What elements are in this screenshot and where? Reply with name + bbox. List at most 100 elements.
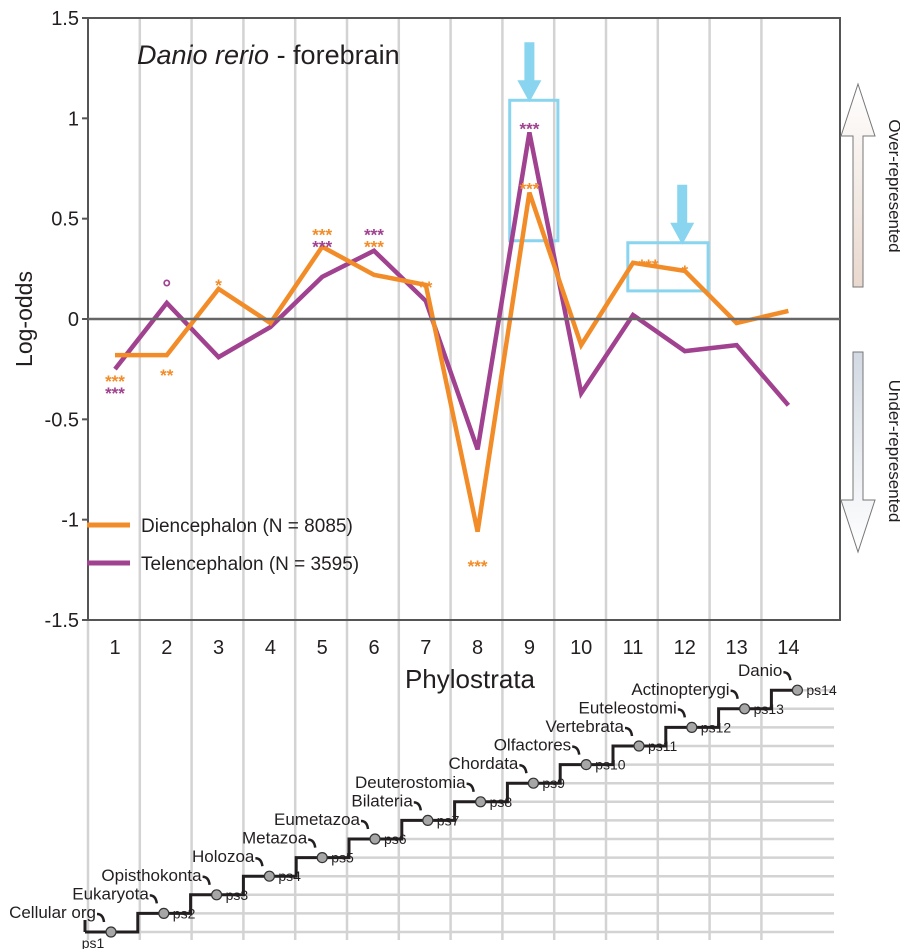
tree-bracket (308, 838, 317, 848)
clade-label: Cellular org (9, 903, 96, 922)
tree-node (791, 684, 804, 696)
y-tick-label: 1.5 (51, 8, 79, 30)
tree-branch (163, 893, 217, 915)
phylostratum-label: ps11 (648, 738, 678, 754)
phylostratum-label: ps3 (226, 887, 249, 903)
tree-bracket (624, 726, 634, 737)
clade-label: Vertebrata (546, 717, 625, 736)
legend: Diencephalon (N = 8085) Telencephalon (N… (87, 516, 359, 575)
tree-node (158, 907, 170, 920)
phylostratum-label: ps10 (595, 757, 626, 773)
significance-marker: * (681, 262, 688, 281)
tree-bracket (255, 856, 264, 867)
phylostratum-label: ps6 (384, 831, 407, 847)
significance-marker: *** (105, 384, 125, 403)
tree-branch (586, 744, 639, 767)
tree-node (580, 758, 592, 771)
series-lines (113, 131, 791, 533)
significance-marker: *** (312, 226, 332, 245)
tree-branch (533, 763, 587, 785)
tree-node (527, 777, 540, 789)
tree-node (369, 833, 381, 845)
y-tick-label: -1 (61, 510, 79, 532)
significance-marker: ** (419, 278, 433, 297)
tree-branch (744, 688, 798, 711)
x-tick-label: 13 (725, 637, 747, 659)
tree-branch (427, 800, 481, 822)
tree-branch (322, 837, 375, 860)
phylostratum-label: ps4 (278, 868, 301, 884)
phylogeny-tree: Cellular org ps1 Eukaryota ps2 Opisthokonta p… (9, 661, 837, 949)
x-tick-label: 3 (213, 637, 224, 659)
phylostratum-label: ps5 (331, 850, 354, 866)
y-tick-label: -0.5 (45, 409, 79, 431)
significance-marker: * (215, 276, 222, 295)
y-tick-label: 0 (68, 309, 79, 331)
phylostratum-label: ps7 (437, 812, 460, 828)
significance-marker: *** (364, 226, 384, 245)
tree-node (316, 851, 328, 864)
x-tick-label: 4 (265, 637, 276, 659)
significance-marker: ° (162, 275, 171, 300)
under-represented-indicator: Under-represented (840, 351, 900, 554)
highlight-arrows (517, 42, 695, 245)
y-ticks: 1.5 1 0.5 0 -0.5 -1 -1.5 (45, 8, 88, 632)
tree-node (475, 796, 487, 808)
tree-branch (269, 856, 323, 878)
up-arrow-icon (840, 82, 876, 288)
y-tick-label: 1 (68, 108, 79, 130)
legend-label-telencephalon: Telencephalon (N = 3595) (141, 554, 359, 575)
significance-marker: ** (160, 366, 174, 385)
phylostratum-label: ps14 (806, 682, 837, 698)
clade-label: Holozoa (192, 847, 255, 866)
over-represented-indicator: Over-represented (840, 82, 900, 288)
clade-label: Opisthokonta (101, 866, 202, 885)
significance-marker: *** (468, 557, 488, 576)
tree-branch (375, 818, 428, 841)
tree-bracket (730, 689, 739, 699)
y-tick-label: 0.5 (51, 209, 79, 231)
phylostratum-label: ps9 (542, 775, 565, 791)
over-represented-label: Over-represented (885, 119, 900, 252)
x-tick-label: 11 (623, 637, 644, 659)
phylostratum-label: ps13 (754, 701, 785, 717)
tree-bracket (360, 819, 370, 830)
tree-bracket (149, 894, 159, 904)
clade-label: Euteleostomi (579, 698, 677, 717)
tree-bracket (466, 782, 475, 792)
clade-label: Metazoa (242, 829, 308, 848)
tree-node (633, 740, 645, 752)
tree-node (738, 703, 751, 715)
x-tick-label: 10 (570, 637, 592, 659)
x-tick-label: 5 (317, 637, 328, 659)
gridlines (86, 18, 763, 940)
tree-bracket (96, 912, 106, 923)
tree-node (422, 814, 434, 827)
clade-label: Eukaryota (72, 884, 149, 903)
highlight-arrow-icon (517, 42, 542, 103)
tree-branch (691, 707, 745, 729)
significance-marker: *** (364, 238, 384, 257)
y-tick-label: -1.5 (45, 610, 79, 632)
significance-marker: *** (639, 256, 659, 275)
under-represented-label: Under-represented (885, 380, 900, 523)
phylostratum-label: ps2 (173, 905, 196, 921)
significance-marker: *** (519, 180, 539, 199)
tree-node (211, 889, 223, 901)
tree-bracket (202, 875, 211, 885)
significance-marker: *** (519, 119, 539, 138)
highlight-box (508, 98, 560, 243)
x-tick-label: 1 (109, 637, 120, 659)
title-species: Danio rerio (137, 40, 269, 70)
clade-label: Actinopterygi (631, 680, 729, 699)
series-line-diencephalon (115, 191, 789, 533)
clade-label: Chordata (448, 754, 518, 773)
clade-label: Deuterostomia (355, 773, 466, 792)
tree-branch (639, 725, 692, 748)
tree-bracket (783, 670, 792, 681)
down-arrow-icon (840, 351, 876, 554)
x-tick-label: 8 (472, 637, 483, 659)
y-axis-label: Log-odds (11, 271, 37, 367)
significance-marker: *** (105, 372, 125, 391)
